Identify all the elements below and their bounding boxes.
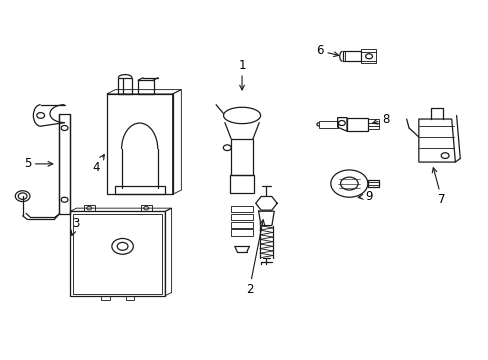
- Bar: [231, 222, 252, 228]
- Bar: [231, 139, 252, 175]
- Bar: [101, 296, 110, 300]
- Bar: [342, 51, 360, 61]
- Text: 1: 1: [238, 59, 245, 90]
- Bar: [114, 186, 164, 194]
- Bar: [231, 214, 252, 220]
- Bar: [231, 206, 252, 212]
- Text: 4: 4: [92, 155, 104, 174]
- Bar: [231, 229, 252, 236]
- Bar: [319, 121, 337, 128]
- Bar: [70, 211, 165, 296]
- Bar: [229, 175, 254, 193]
- Bar: [367, 180, 378, 187]
- Text: 7: 7: [431, 168, 445, 206]
- Text: 9: 9: [358, 190, 372, 203]
- Bar: [106, 94, 172, 194]
- Bar: [360, 49, 375, 63]
- Bar: [83, 205, 94, 211]
- Text: 8: 8: [372, 113, 389, 126]
- Bar: [59, 114, 70, 214]
- Text: 3: 3: [71, 216, 80, 235]
- Text: 6: 6: [316, 44, 338, 57]
- Text: 2: 2: [245, 220, 264, 296]
- Bar: [346, 118, 367, 131]
- Bar: [141, 205, 151, 211]
- Text: 5: 5: [24, 157, 53, 170]
- Bar: [367, 120, 378, 130]
- Bar: [138, 80, 154, 94]
- Bar: [125, 296, 134, 300]
- Bar: [118, 78, 132, 94]
- Bar: [73, 213, 162, 293]
- Polygon shape: [258, 211, 274, 226]
